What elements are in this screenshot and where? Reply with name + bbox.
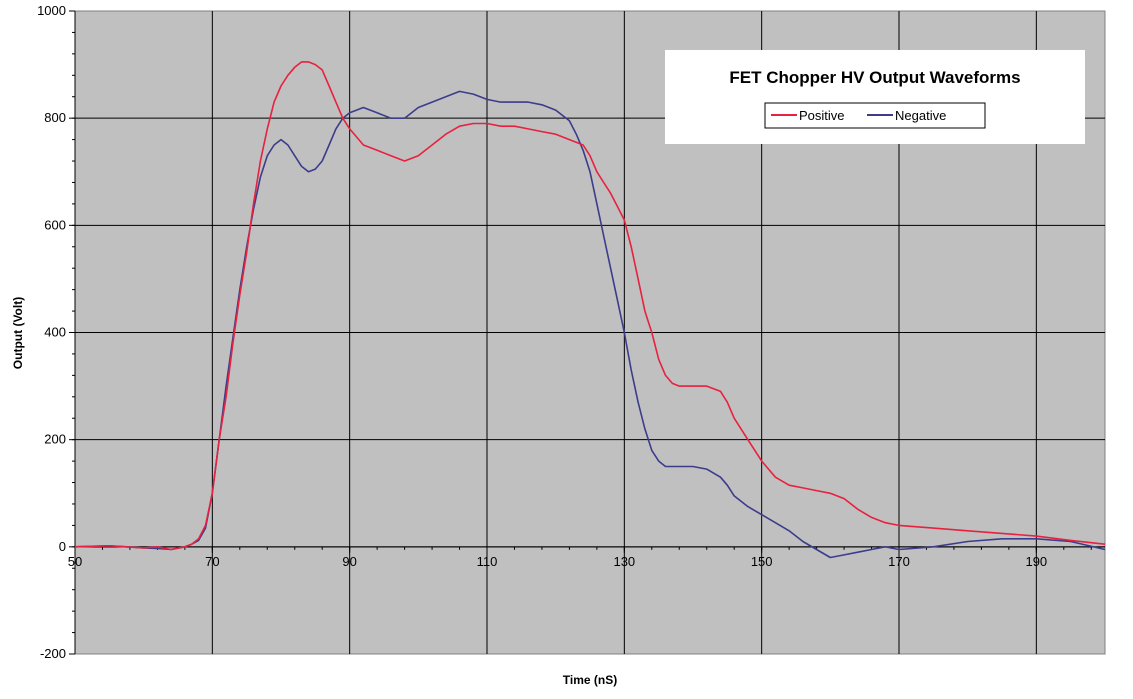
- y-tick-label: 600: [44, 217, 66, 232]
- x-tick-label: 70: [205, 554, 219, 569]
- y-tick-label: 1000: [37, 3, 66, 18]
- y-axis-title: Output (Volt): [11, 297, 25, 369]
- y-tick-label: 200: [44, 432, 66, 447]
- chart-title: FET Chopper HV Output Waveforms: [729, 68, 1020, 87]
- y-tick-label: 800: [44, 110, 66, 125]
- x-tick-label: 150: [751, 554, 773, 569]
- x-tick-label: 130: [613, 554, 635, 569]
- x-tick-label: 190: [1025, 554, 1047, 569]
- legend-label-positive: Positive: [799, 108, 845, 123]
- legend: FET Chopper HV Output Waveforms Positive…: [665, 50, 1085, 144]
- y-tick-label: -200: [40, 646, 66, 661]
- x-tick-label: 110: [477, 554, 498, 569]
- x-tick-label: 90: [342, 554, 356, 569]
- x-tick-label: 170: [888, 554, 910, 569]
- x-tick-label: 50: [68, 554, 82, 569]
- x-axis-title: Time (nS): [563, 673, 617, 687]
- series-lines: [74, 61, 1106, 559]
- y-tick-label: 400: [44, 325, 66, 340]
- legend-background: [665, 50, 1085, 144]
- legend-label-negative: Negative: [895, 108, 946, 123]
- y-tick-label: 0: [59, 539, 66, 554]
- series-line-positive: [74, 61, 1106, 551]
